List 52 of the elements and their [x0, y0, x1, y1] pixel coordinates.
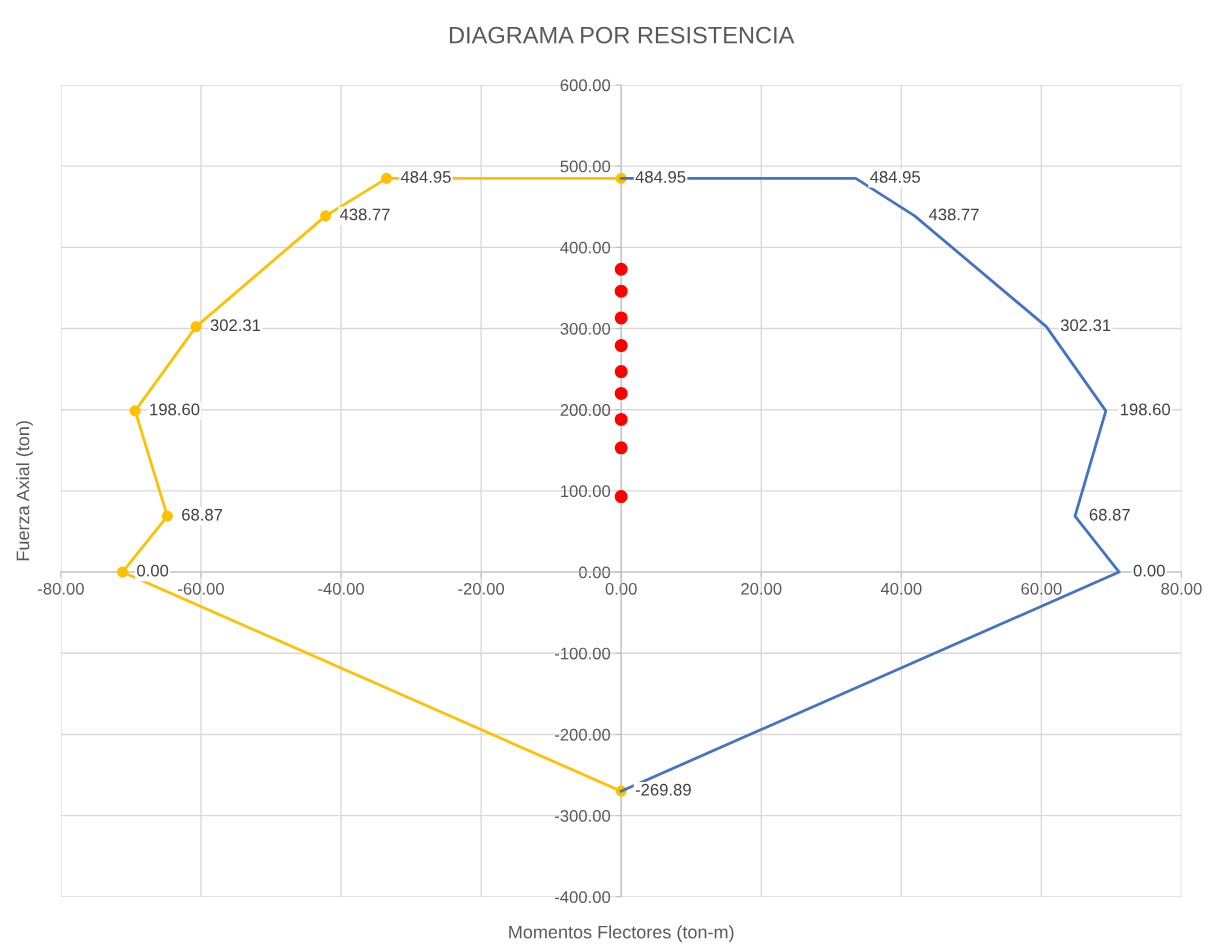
point: [320, 210, 332, 222]
point: [614, 311, 628, 325]
y-tick-label: 100.00: [561, 485, 611, 498]
data-label: 484.95: [870, 171, 920, 183]
data-label: 302.31: [1060, 319, 1111, 332]
y-tick-label: 600.00: [560, 79, 611, 92]
x-tick-label: 20.00: [741, 582, 782, 595]
point: [116, 566, 129, 578]
y-tick-label: 300.00: [560, 322, 611, 335]
data-label: 484.95: [635, 171, 686, 183]
chart-title: DIAGRAMA POR RESISTENCIA: [449, 26, 795, 44]
x-tick-label: -20.00: [458, 582, 505, 595]
y-tick-label: 0.00: [578, 566, 611, 579]
y-tick-label: -400.00: [554, 891, 611, 903]
data-label: 0.00: [137, 564, 169, 577]
point: [614, 386, 628, 400]
x-tick-label: 80.00: [1161, 582, 1202, 595]
point: [614, 490, 628, 504]
point: [161, 510, 173, 522]
y-tick-label: 200.00: [560, 404, 611, 416]
point: [614, 365, 628, 379]
y-tick-label: 400.00: [560, 241, 611, 254]
y-tick-label: -300.00: [554, 810, 611, 822]
y-axis-title: Fuerza Axial (ton): [16, 421, 33, 561]
data-label: 198.60: [150, 403, 200, 416]
x-tick-label: 40.00: [880, 582, 922, 595]
point: [129, 405, 141, 417]
data-label: 484.95: [400, 171, 451, 183]
x-tick-label: -80.00: [38, 582, 84, 595]
point: [381, 172, 393, 184]
y-tick-label: -100.00: [554, 647, 611, 660]
data-label: 302.31: [210, 319, 261, 332]
x-tick-label: -60.00: [178, 582, 224, 595]
data-label: 438.77: [928, 208, 979, 221]
data-label: 438.77: [339, 208, 390, 221]
y-tick-label: -200.00: [554, 728, 611, 741]
point: [614, 284, 628, 298]
x-tick-label: -40.00: [318, 582, 365, 595]
point: [614, 412, 628, 426]
point: [190, 321, 202, 333]
point: [614, 262, 628, 276]
point: [614, 339, 628, 353]
point: [614, 441, 628, 455]
data-label: 68.87: [182, 508, 223, 521]
x-tick-label: 0.00: [605, 582, 637, 595]
data-label: -269.89: [635, 783, 691, 796]
data-label: 0.00: [1133, 564, 1165, 577]
x-axis-title: Momentos Flectores (ton-m): [509, 925, 734, 943]
x-tick-label: 60.00: [1021, 582, 1062, 595]
y-tick-label: 500.00: [560, 160, 611, 173]
data-label: 198.60: [1120, 403, 1171, 416]
data-label: 68.87: [1089, 508, 1130, 521]
